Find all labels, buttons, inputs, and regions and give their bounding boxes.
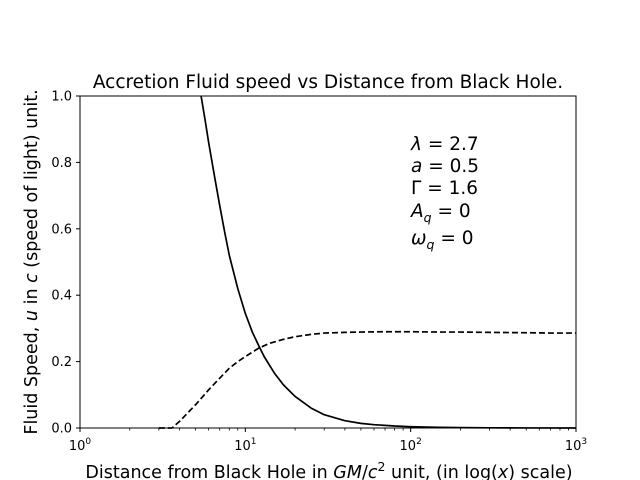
series-line-dashed bbox=[158, 330, 576, 429]
x-tick-label: 101 bbox=[234, 437, 256, 454]
x-axis-label: Distance from Black Hole in GM/c2 unit, … bbox=[85, 459, 572, 480]
annotation-line: a = 0.5 bbox=[411, 156, 479, 177]
y-tick-label: 0.6 bbox=[51, 222, 72, 237]
annotation-line: ωq = 0 bbox=[411, 228, 473, 252]
annotation-line: Aq = 0 bbox=[410, 201, 471, 225]
chart-title: Accretion Fluid speed vs Distance from B… bbox=[93, 72, 563, 93]
x-tick-label: 100 bbox=[69, 437, 92, 454]
plot-area bbox=[79, 95, 577, 429]
series-line-solid bbox=[200, 95, 577, 429]
y-tick-label: 0.8 bbox=[51, 156, 72, 171]
annotation-line: Γ = 1.6 bbox=[411, 178, 478, 199]
y-tick-label: 0.4 bbox=[51, 289, 72, 304]
y-tick-label: 1.0 bbox=[51, 90, 72, 105]
parameter-annotations: λ = 2.7a = 0.5Γ = 1.6Aq = 0 ωq = 0 bbox=[410, 134, 479, 252]
x-tick-label: 102 bbox=[400, 437, 422, 454]
y-axis-label: Fluid Speed, u in c (speed of light) uni… bbox=[22, 89, 42, 434]
y-ticks: 0.0 0.2 0.4 0.6 0.8 1.0 bbox=[51, 90, 80, 437]
plot-frame bbox=[79, 95, 577, 429]
y-tick-label: 0.2 bbox=[51, 355, 72, 370]
y-tick-label: 0.0 bbox=[51, 422, 72, 437]
series-layer bbox=[158, 95, 577, 429]
x-ticks: 100 101 102 103 bbox=[69, 428, 587, 454]
annotation-line: λ = 2.7 bbox=[410, 134, 479, 155]
x-tick-label: 103 bbox=[565, 437, 587, 454]
